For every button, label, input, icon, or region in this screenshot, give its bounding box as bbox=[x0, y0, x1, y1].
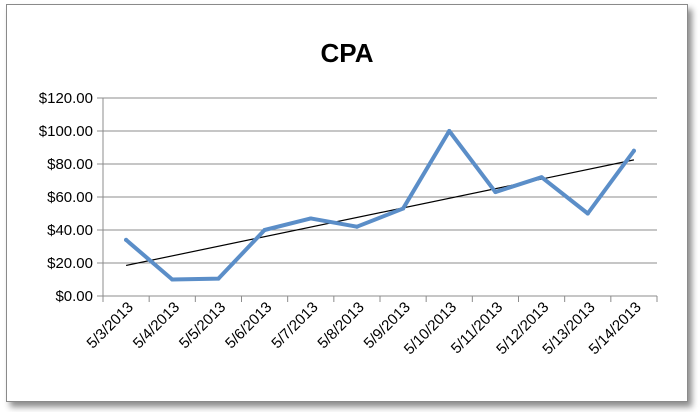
x-tick-label: 5/8/2013 bbox=[314, 299, 367, 352]
data-point bbox=[216, 276, 221, 281]
y-tick-label: $40.00 bbox=[47, 222, 93, 239]
x-tick-label: 5/5/2013 bbox=[176, 299, 229, 352]
data-point bbox=[170, 277, 175, 282]
data-point bbox=[585, 211, 590, 216]
cpa-series-line bbox=[124, 129, 636, 282]
x-tick-label: 5/6/2013 bbox=[222, 299, 275, 352]
chart-title: CPA bbox=[321, 38, 374, 68]
y-tick-label: $60.00 bbox=[47, 189, 93, 206]
gridlines bbox=[103, 97, 657, 264]
data-point bbox=[401, 206, 406, 211]
x-tick-label: 5/4/2013 bbox=[130, 299, 183, 352]
data-point bbox=[354, 224, 359, 229]
chart-frame: CPA $0.00 $20.00 $40.00 $60.00 $80.00 $100.00… bbox=[6, 4, 688, 402]
data-point bbox=[631, 148, 636, 153]
y-axis: $0.00 $20.00 $40.00 $60.00 $80.00 $100.00 $120… bbox=[39, 90, 104, 305]
data-point bbox=[124, 237, 129, 242]
y-tick-label: $0.00 bbox=[55, 288, 93, 305]
y-tick-label: $20.00 bbox=[47, 255, 93, 272]
cpa-line-chart: CPA $0.00 $20.00 $40.00 $60.00 $80.00 $100.00… bbox=[39, 38, 658, 358]
data-point bbox=[447, 129, 452, 133]
series-group bbox=[124, 129, 636, 282]
y-tick-label: $80.00 bbox=[47, 156, 93, 173]
data-point bbox=[493, 190, 498, 195]
y-tick-label: $120.00 bbox=[39, 90, 93, 107]
x-tick-label: 5/7/2013 bbox=[268, 299, 321, 352]
trendline-group bbox=[125, 159, 635, 267]
data-point bbox=[308, 216, 313, 221]
x-tick-label: 5/3/2013 bbox=[84, 299, 137, 352]
data-point bbox=[262, 228, 267, 232]
data-point bbox=[539, 175, 544, 180]
linear-trendline bbox=[125, 159, 635, 267]
y-tick-label: $100.00 bbox=[39, 123, 93, 140]
x-axis: 5/3/20135/4/20135/5/20135/6/20135/7/2013… bbox=[84, 295, 658, 358]
